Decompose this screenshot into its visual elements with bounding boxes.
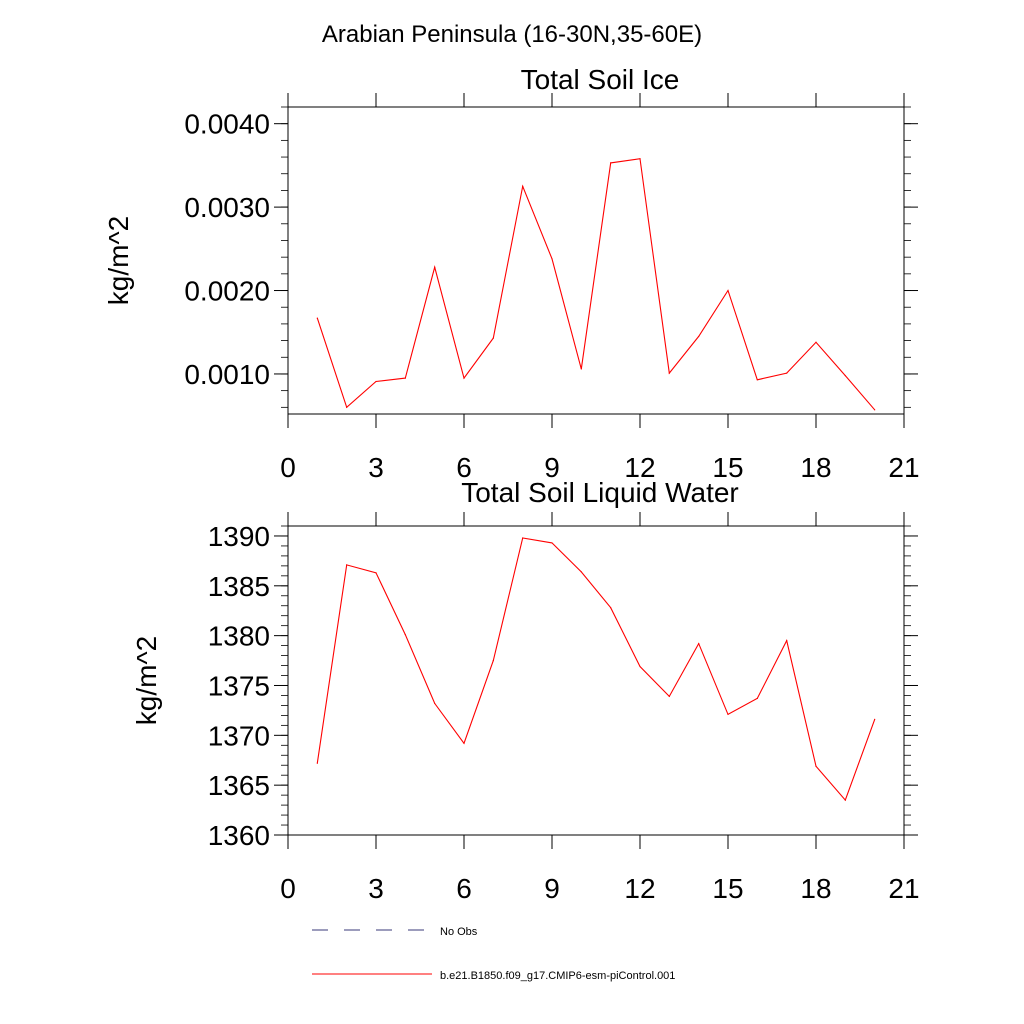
x-tick-label: 15 (712, 452, 743, 483)
x-tick-label: 0 (280, 452, 296, 483)
plot-frame (287, 525, 905, 836)
data-point (404, 377, 406, 379)
y-tick-label: 1365 (208, 770, 270, 801)
data-point (698, 335, 700, 338)
figure-suptitle: Arabian Peninsula (16-30N,35-60E) (322, 21, 702, 48)
data-point (492, 659, 494, 662)
legend: No Obs b.e21.B1850.f09_g17.CMIP6-esm-piCo… (312, 926, 675, 982)
data-point (463, 377, 465, 379)
y-tick-label: 0.0030 (184, 192, 270, 223)
data-point (346, 406, 348, 408)
y-tick-label: 1385 (208, 571, 270, 602)
chart-title: Total Soil Liquid Water (461, 477, 739, 508)
data-point (815, 341, 817, 343)
data-point (786, 640, 788, 642)
chart-panel-1: Total Soil Ice kg/m^2 0 3 6 9 12 15 18 21 0.0010 0.… (103, 64, 920, 483)
y-tick-label: 0.0020 (184, 276, 270, 307)
data-point (346, 564, 348, 566)
data-point (756, 379, 758, 381)
x-tick-label: 3 (368, 873, 384, 904)
x-tick-label: 9 (544, 873, 560, 904)
data-point (874, 409, 876, 411)
x-tick-label: 12 (624, 452, 655, 483)
x-tick-label: 3 (368, 452, 384, 483)
data-point (522, 185, 524, 187)
x-tick-label: 6 (456, 873, 472, 904)
x-tick-label: 6 (456, 452, 472, 483)
data-point (551, 258, 553, 260)
data-point (316, 762, 318, 764)
x-tick-label: 21 (888, 873, 919, 904)
legend-entry-1: No Obs (312, 926, 478, 938)
data-point (522, 537, 524, 539)
data-point (404, 634, 406, 636)
series-line (316, 158, 876, 411)
y-tick-label: 0.0010 (184, 359, 270, 390)
y-tick-label: 0.0040 (184, 109, 270, 140)
data-point (492, 337, 494, 339)
data-point (698, 643, 700, 645)
data-point (375, 572, 377, 574)
data-point (434, 266, 436, 268)
x-tick-label: 12 (624, 873, 655, 904)
data-point (668, 695, 670, 698)
chart-panels: Total Soil Ice kg/m^2 0 3 6 9 12 15 18 21 0.0010 0.… (103, 64, 920, 904)
chart-panel-2: Total Soil Liquid Water kg/m^2 0 3 6 9 12 15 18 2… (131, 477, 920, 904)
data-point (580, 368, 582, 370)
x-tick-label: 18 (800, 873, 831, 904)
y-tick-label: 1380 (208, 621, 270, 652)
plot-frame (287, 106, 905, 415)
data-point (434, 702, 436, 705)
y-axis-label: kg/m^2 (131, 636, 162, 725)
legend-label: No Obs (440, 926, 478, 938)
data-point (551, 542, 553, 544)
data-point (786, 372, 788, 374)
data-point (874, 718, 876, 720)
x-tick-label: 9 (544, 452, 560, 483)
legend-label: b.e21.B1850.f09_g17.CMIP6-esm-piControl.… (440, 970, 675, 982)
data-point (844, 375, 846, 377)
x-tick-label: 0 (280, 873, 296, 904)
data-point (639, 158, 641, 160)
data-point (815, 765, 817, 767)
y-tick-label: 1375 (208, 670, 270, 701)
y-axis-label: kg/m^2 (103, 216, 134, 305)
data-point (727, 713, 729, 715)
data-point (316, 317, 318, 319)
data-point (375, 380, 377, 383)
data-point (756, 697, 758, 700)
chart-title: Total Soil Ice (521, 64, 680, 95)
data-point (727, 289, 729, 292)
x-tick-label: 18 (800, 452, 831, 483)
data-point (463, 742, 465, 744)
data-point (610, 162, 612, 164)
x-tick-label: 21 (888, 452, 919, 483)
y-tick-label: 1370 (208, 720, 270, 751)
x-tick-label: 15 (712, 873, 743, 904)
y-tick-label: 1360 (208, 820, 270, 851)
data-point (580, 571, 582, 573)
data-point (610, 607, 612, 609)
data-point (668, 372, 670, 374)
data-point (844, 799, 846, 801)
data-point (639, 665, 641, 668)
legend-entry-2: b.e21.B1850.f09_g17.CMIP6-esm-piControl.… (312, 970, 675, 982)
y-tick-label: 1390 (208, 521, 270, 552)
series-line (316, 537, 876, 802)
